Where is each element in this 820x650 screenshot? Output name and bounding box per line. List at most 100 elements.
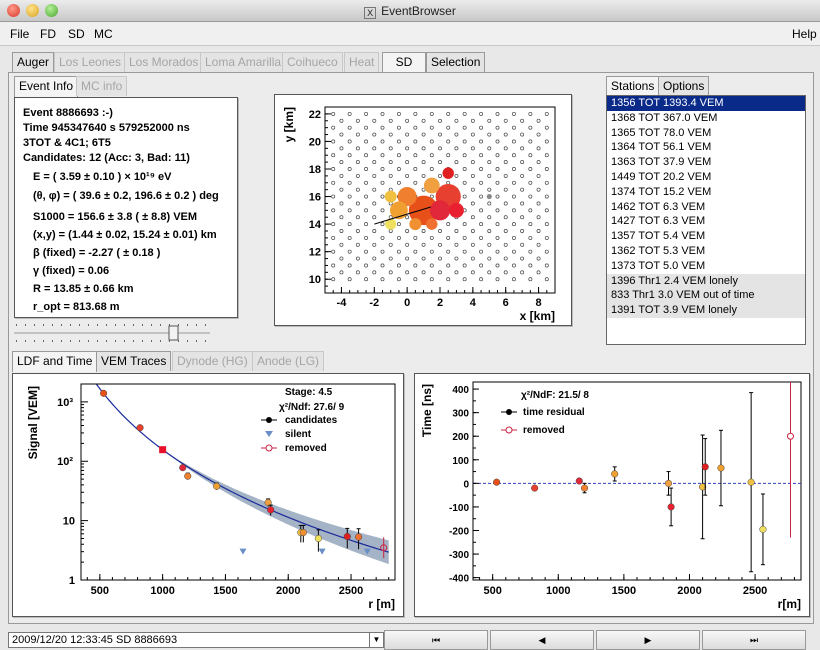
menu-sd[interactable]: SD	[68, 27, 85, 41]
tab-selection[interactable]: Selection	[426, 52, 486, 72]
x-tick-label: -4	[337, 297, 348, 309]
tab-options[interactable]: Options	[658, 76, 710, 96]
station-marker	[446, 277, 451, 282]
station-item[interactable]: 833 Thr1 3.0 VEM out of time	[607, 288, 805, 304]
station-marker	[405, 132, 410, 137]
tab-event-info[interactable]: Event Info	[14, 76, 79, 97]
station-item[interactable]: 1363 TOT 37.9 VEM	[611, 156, 712, 169]
station-marker	[331, 249, 336, 254]
candidate-point	[179, 464, 187, 472]
station-marker	[511, 249, 516, 254]
tab-ldf-and-time[interactable]: LDF and Time	[12, 351, 98, 372]
menu-help[interactable]: Help	[792, 27, 817, 41]
chi2-label: χ²/Ndf: 27.6/ 9	[279, 402, 345, 413]
station-marker	[528, 222, 533, 227]
station-marker	[372, 270, 377, 275]
station-marker	[396, 235, 401, 240]
y-tick-label: 14	[309, 219, 322, 231]
menu-fd[interactable]: FD	[40, 27, 56, 41]
next-event-button[interactable]: ▶	[596, 630, 700, 650]
station-marker	[487, 132, 492, 137]
previous-event-button[interactable]: ◀	[490, 630, 594, 650]
hit-station-marker	[449, 202, 464, 218]
station-item[interactable]: 1373 TOT 5.0 VEM	[611, 259, 706, 272]
station-marker	[396, 139, 401, 144]
station-marker	[396, 111, 401, 116]
residual-point	[717, 464, 725, 472]
station-item[interactable]: 1356 TOT 1393.4 VEM	[607, 96, 805, 111]
tab-los-leones[interactable]: Los Leones	[54, 52, 127, 72]
station-item[interactable]: 1374 TOT 15.2 VEM	[611, 185, 712, 198]
station-marker	[470, 132, 475, 137]
station-item[interactable]: 1449 TOT 20.2 VEM	[611, 170, 712, 183]
last-event-button[interactable]: ⏭	[702, 630, 806, 650]
station-marker	[544, 249, 549, 254]
zoom-window-button[interactable]	[45, 4, 58, 17]
hit-station-marker	[397, 187, 417, 207]
station-marker	[405, 229, 410, 233]
ldf-chart[interactable]: 500 1000 1500 2000 2500 1 10 10² 10³ r [m] Signal …	[13, 374, 403, 616]
station-marker	[355, 201, 360, 206]
station-marker	[520, 187, 525, 192]
station-marker	[503, 187, 508, 192]
tab-loma-amarilla[interactable]: Loma Amarilla	[200, 52, 287, 72]
slider-tick	[88, 324, 89, 326]
residual-point	[759, 525, 767, 533]
tab-sd[interactable]: SD	[382, 52, 426, 73]
slider-handle[interactable]	[168, 325, 179, 341]
tab-anode-lg[interactable]: Anode (LG)	[252, 351, 325, 371]
station-item[interactable]: 1364 TOT 56.1 VEM	[611, 141, 712, 154]
stage-label: Stage: 4.5	[285, 387, 333, 398]
event-selector-combo[interactable]: 2009/12/20 12:33:45 SD 8886693 ▼	[8, 632, 384, 648]
station-item[interactable]: 1427 TOT 6.3 VEM	[611, 215, 706, 228]
y-tick-label: 200	[452, 432, 469, 443]
minimize-window-button[interactable]	[26, 4, 39, 17]
event-slider[interactable]	[14, 322, 210, 344]
station-item[interactable]: 1391 TOT 3.9 VEM lonely	[607, 303, 805, 318]
station-item[interactable]: 1362 TOT 5.3 VEM	[611, 244, 706, 257]
chevron-down-icon[interactable]: ▼	[369, 633, 383, 647]
station-marker	[511, 125, 516, 130]
menu-file[interactable]: File	[10, 27, 30, 41]
station-marker	[380, 208, 385, 213]
station-marker	[355, 229, 360, 233]
station-marker	[429, 125, 434, 130]
tab-dynode-hg[interactable]: Dynode (HG)	[172, 351, 253, 371]
station-item[interactable]: 1357 TOT 5.4 VEM	[611, 230, 706, 243]
first-event-button[interactable]: ⏮	[384, 630, 488, 650]
station-marker	[470, 201, 475, 206]
close-window-button[interactable]	[7, 4, 20, 17]
tab-los-morados[interactable]: Los Morados	[124, 52, 204, 72]
station-marker	[495, 153, 500, 158]
station-item[interactable]: 1396 Thr1 2.4 VEM lonely	[607, 273, 805, 289]
station-marker	[438, 160, 442, 165]
station-item[interactable]: 1365 TOT 78.0 VEM	[611, 126, 712, 139]
tab-mc-info[interactable]: MC info	[76, 76, 128, 96]
station-item[interactable]: 1462 TOT 6.3 VEM	[611, 200, 706, 213]
station-marker	[462, 194, 467, 199]
station-marker	[454, 173, 459, 178]
station-marker	[520, 132, 525, 137]
tab-heat[interactable]: Heat	[344, 52, 380, 72]
station-marker	[462, 125, 467, 130]
station-marker	[495, 208, 500, 213]
menu-mc[interactable]: MC	[94, 27, 113, 41]
station-item[interactable]: 1368 TOT 367.0 VEM	[611, 111, 718, 124]
station-marker	[421, 242, 426, 247]
station-marker	[454, 256, 459, 261]
station-marker	[364, 194, 369, 199]
tab-vem-traces[interactable]: VEM Traces	[96, 351, 172, 371]
station-marker	[347, 208, 352, 213]
station-marker	[331, 111, 336, 116]
tab-coihueco[interactable]: Coihueco	[282, 52, 343, 72]
station-marker	[380, 235, 385, 240]
tab-stations[interactable]: Stations	[606, 76, 660, 97]
time-residual-chart[interactable]: 500 1000 1500 2000 2500 -400 -300 -200 -100 0 100 2…	[415, 374, 809, 616]
station-marker	[544, 125, 549, 130]
station-marker	[331, 222, 336, 227]
array-map-chart[interactable]: -4 -2 0 2 4 6 8 10 12 14 16 18 20 22 x [km] y [km]	[275, 95, 571, 325]
station-marker	[544, 180, 549, 185]
station-marker	[355, 256, 360, 261]
candidate-point	[136, 424, 144, 432]
tab-auger[interactable]: Auger	[12, 52, 55, 72]
